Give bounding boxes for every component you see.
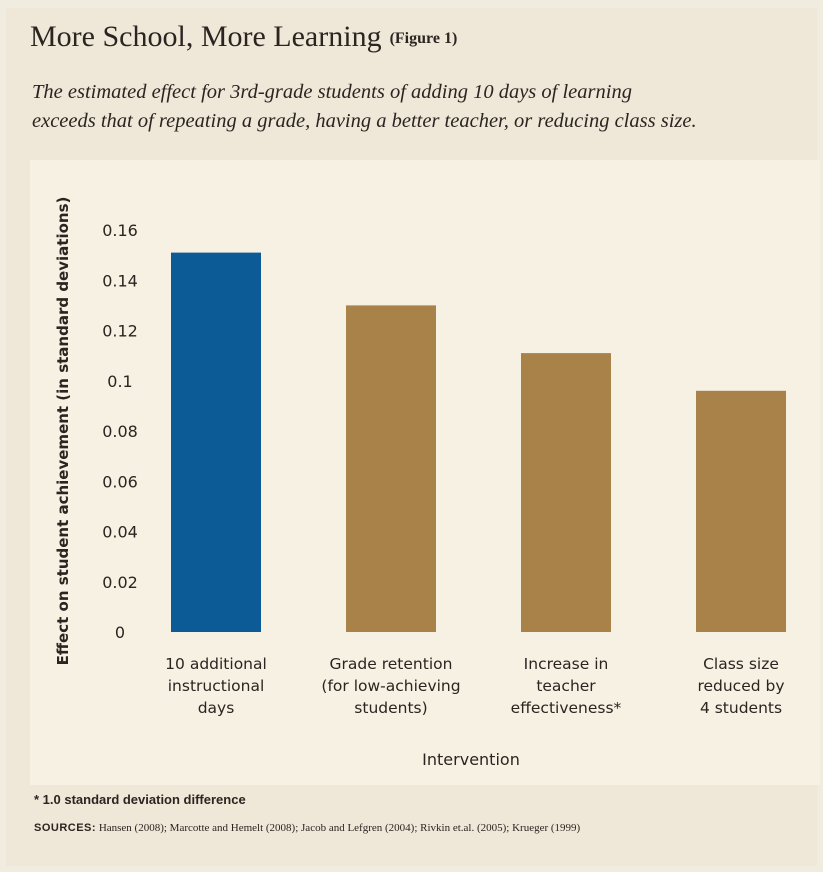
y-tick-label: 0.02 <box>102 573 138 592</box>
y-tick-label: 0.06 <box>102 472 138 491</box>
chart-title-text: More School, More Learning <box>30 20 382 53</box>
x-category-label: reduced by <box>697 677 784 695</box>
sources-label: SOURCES: <box>34 822 97 834</box>
x-axis-label: Intervention <box>422 750 520 769</box>
y-tick-label: 0.04 <box>102 523 138 542</box>
y-tick-label: 0.12 <box>102 322 138 341</box>
y-axis-label: Effect on student achievement (in standa… <box>54 197 72 666</box>
chart-title: More School, More Learning (Figure 1) <box>30 20 457 54</box>
y-tick-label: 0.16 <box>102 221 138 240</box>
footnote: * 1.0 standard deviation difference <box>34 792 246 807</box>
y-tick-label: 0.1 <box>107 372 132 391</box>
x-category-label: Class size <box>703 655 779 673</box>
x-category-label: instructional <box>168 677 265 695</box>
bar <box>346 305 436 632</box>
x-category-label: students) <box>354 699 427 717</box>
bar <box>696 390 786 632</box>
chart-subtitle: The estimated effect for 3rd-grade stude… <box>32 78 802 136</box>
x-category-label: 4 students <box>700 699 782 717</box>
x-category-label: 10 additional <box>165 655 267 673</box>
x-category-label: effectiveness* <box>511 699 622 717</box>
subtitle-line-2: exceeds that of repeating a grade, havin… <box>32 110 697 132</box>
figure-tag: (Figure 1) <box>389 30 458 47</box>
bar <box>521 353 611 632</box>
y-tick-label: 0 <box>115 623 125 642</box>
x-category-label: Grade retention <box>330 655 453 673</box>
sources-text: Hansen (2008); Marcotte and Hemelt (2008… <box>98 822 581 834</box>
x-category-label: Increase in <box>524 655 609 673</box>
x-category-label: days <box>198 699 235 717</box>
x-category-label: (for low-achieving <box>321 677 460 695</box>
sources-line: SOURCES: Hansen (2008); Marcotte and Hem… <box>34 822 580 834</box>
x-category-label: teacher <box>536 677 596 695</box>
bar <box>171 252 261 633</box>
y-tick-label: 0.08 <box>102 422 138 441</box>
y-tick-label: 0.14 <box>102 271 138 290</box>
subtitle-line-1: The estimated effect for 3rd-grade stude… <box>32 81 632 103</box>
